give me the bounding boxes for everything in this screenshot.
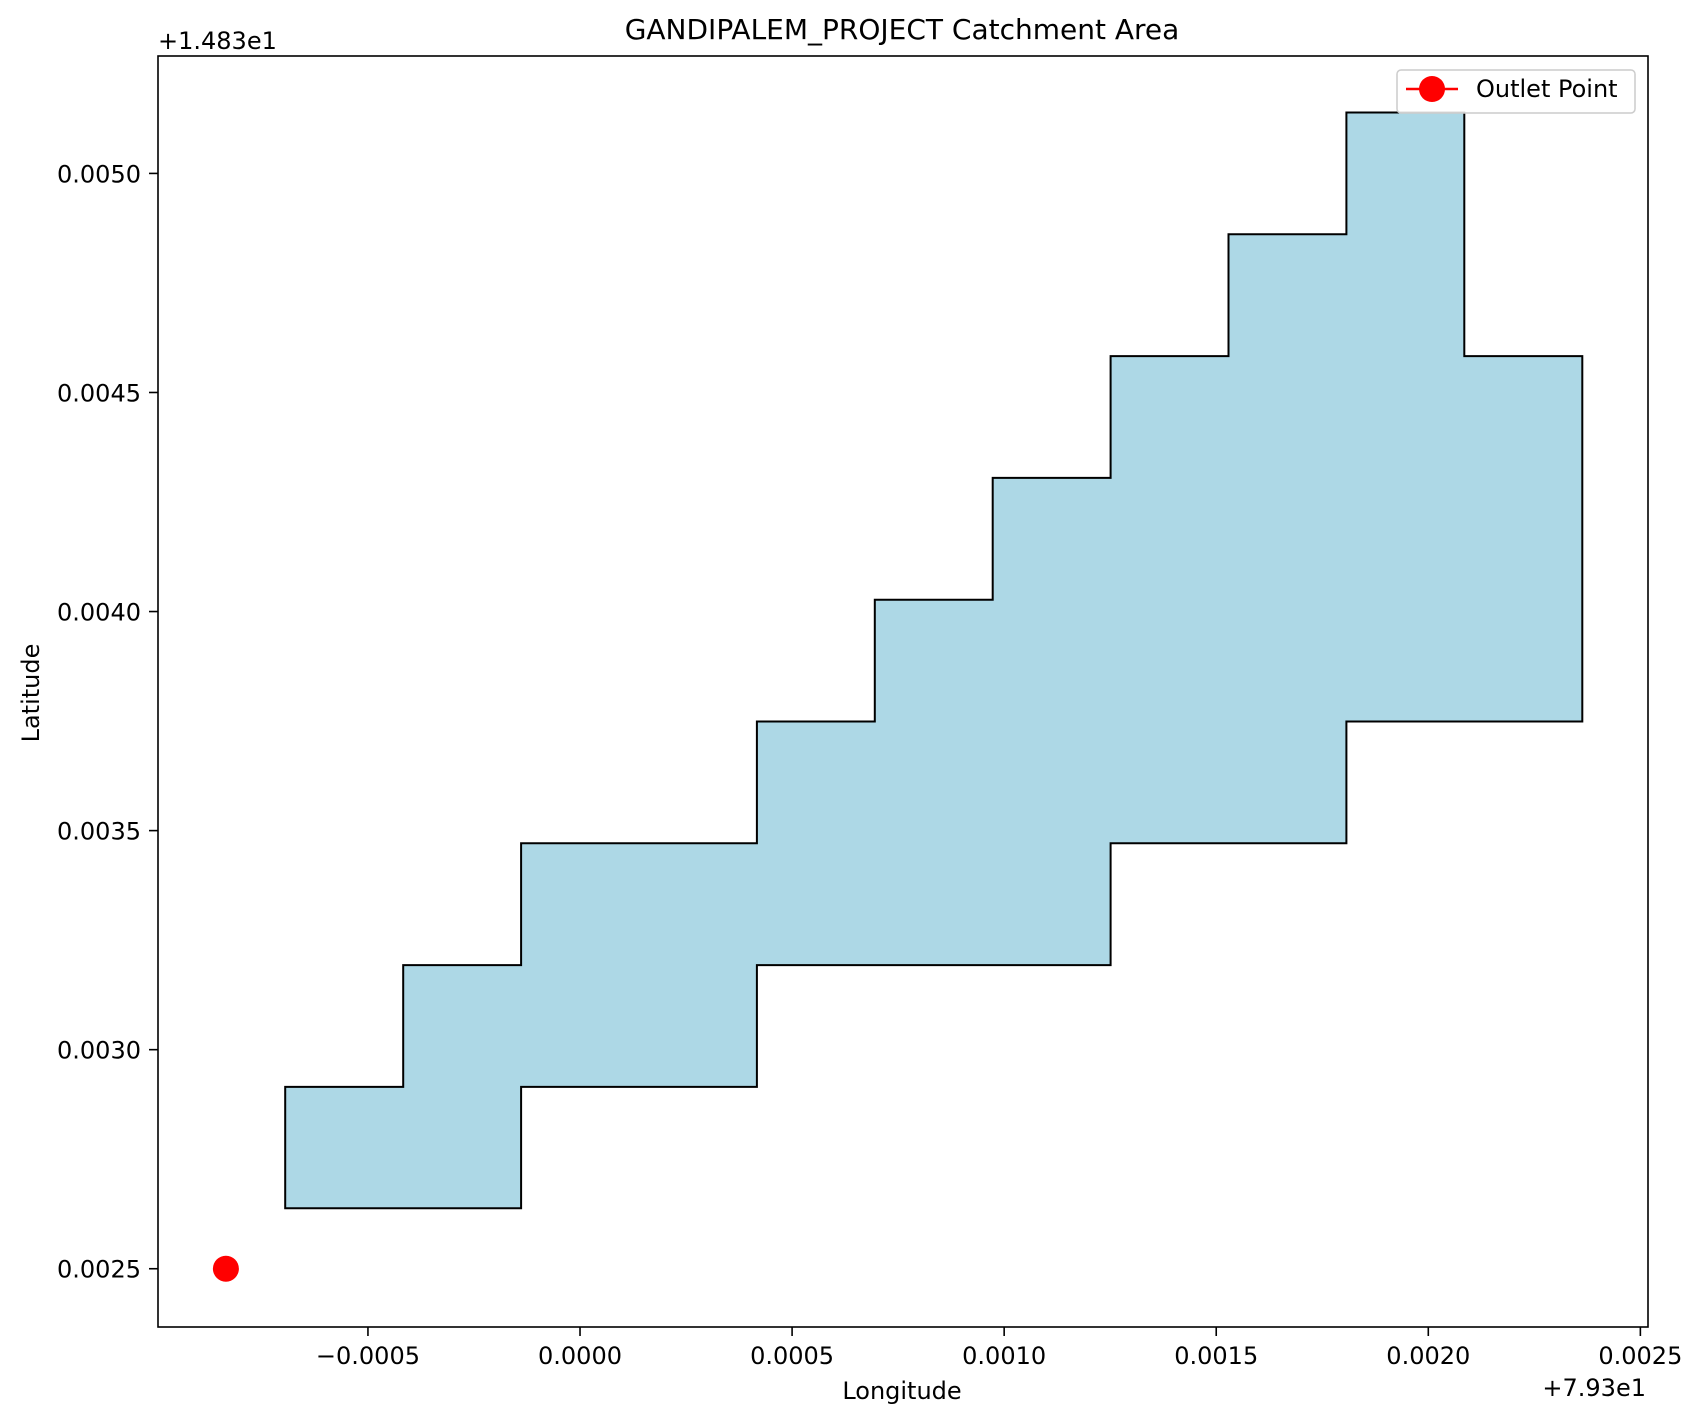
legend-box — [1396, 69, 1636, 114]
outlet-point-marker — [212, 1255, 239, 1282]
chart-title: GANDIPALEM_PROJECT Catchment Area — [625, 13, 1180, 46]
x-offset-label: +7.93e1 — [1542, 1374, 1646, 1402]
plot-frame — [157, 55, 1649, 1328]
plot-area — [157, 55, 1649, 1328]
legend: Outlet Point — [1396, 69, 1636, 114]
x-axis-label: Longitude — [842, 1377, 961, 1405]
x-tick-label: 0.0000 — [538, 1342, 622, 1370]
x-tick-label: 0.0005 — [750, 1342, 834, 1370]
legend-marker — [1419, 76, 1445, 102]
y-tick-label: 0.0030 — [57, 1037, 141, 1065]
x-tick-label: 0.0020 — [1386, 1342, 1470, 1370]
outlet-points — [212, 1255, 239, 1282]
y-tick-label: 0.0035 — [57, 818, 141, 846]
y-offset-label: +1.483e1 — [158, 27, 277, 55]
y-tick-label: 0.0050 — [57, 160, 141, 188]
x-tick-label: 0.0015 — [1174, 1342, 1258, 1370]
x-tick-label: 0.0010 — [962, 1342, 1046, 1370]
x-tick-label: 0.0025 — [1598, 1342, 1682, 1370]
catchment-polygon — [284, 111, 1584, 1210]
x-tick-label: −0.0005 — [316, 1342, 420, 1370]
y-tick-label: 0.0045 — [57, 379, 141, 407]
x-axis: −0.0005 0.0000 0.0005 0.0010 0.0015 0.0020 0.0… — [316, 1327, 1682, 1370]
y-axis-label: Latitude — [17, 644, 45, 743]
y-axis: 0.0025 0.0030 0.0035 0.0040 0.0045 0.0050 — [57, 160, 158, 1284]
y-tick-label: 0.0040 — [57, 599, 141, 627]
y-tick-label: 0.0025 — [57, 1256, 141, 1284]
legend-label-outlet-point: Outlet Point — [1476, 75, 1618, 103]
